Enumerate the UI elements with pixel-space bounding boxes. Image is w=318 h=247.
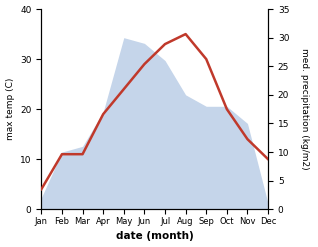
X-axis label: date (month): date (month) bbox=[116, 231, 194, 242]
Y-axis label: med. precipitation (kg/m2): med. precipitation (kg/m2) bbox=[300, 48, 309, 170]
Y-axis label: max temp (C): max temp (C) bbox=[5, 78, 15, 140]
